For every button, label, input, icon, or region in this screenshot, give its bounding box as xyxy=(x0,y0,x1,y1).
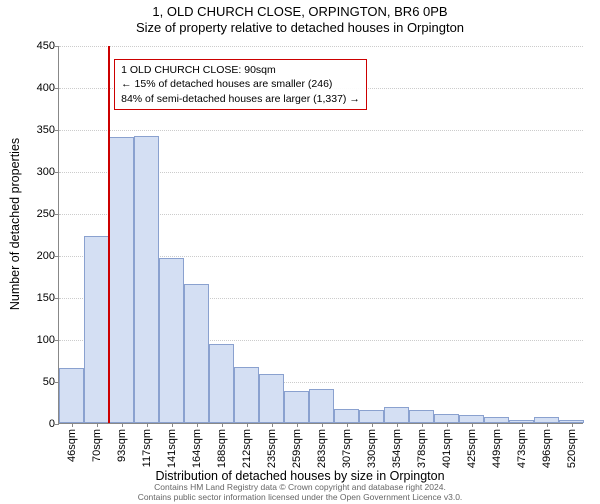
histogram-chart: 05010015020025030035040045046sqm70sqm93s… xyxy=(58,46,583,424)
x-tick-mark xyxy=(147,423,148,427)
histogram-bar xyxy=(134,136,159,423)
x-tick-label: 354sqm xyxy=(391,429,403,468)
page-title: 1, OLD CHURCH CLOSE, ORPINGTON, BR6 0PB xyxy=(0,4,600,19)
y-tick-mark xyxy=(55,340,59,341)
histogram-bar xyxy=(459,415,484,423)
gridline xyxy=(59,46,583,47)
y-tick-mark xyxy=(55,424,59,425)
x-tick-mark xyxy=(572,423,573,427)
x-tick-mark xyxy=(122,423,123,427)
x-tick-label: 117sqm xyxy=(141,429,153,467)
x-tick-mark xyxy=(547,423,548,427)
y-tick-label: 0 xyxy=(49,418,55,430)
x-tick-mark xyxy=(197,423,198,427)
footer-line: Contains HM Land Registry data © Crown c… xyxy=(0,482,600,492)
histogram-bar xyxy=(309,389,334,423)
x-tick-mark xyxy=(97,423,98,427)
annotation-line: ← 15% of detached houses are smaller (24… xyxy=(121,77,360,91)
x-tick-mark xyxy=(347,423,348,427)
histogram-bar xyxy=(259,374,284,423)
attribution-footer: Contains HM Land Registry data © Crown c… xyxy=(0,482,600,504)
x-tick-label: 520sqm xyxy=(566,429,578,468)
x-tick-mark xyxy=(372,423,373,427)
x-tick-mark xyxy=(222,423,223,427)
y-tick-mark xyxy=(55,88,59,89)
histogram-bar xyxy=(209,344,234,423)
histogram-bar xyxy=(409,410,434,423)
x-tick-mark xyxy=(247,423,248,427)
y-tick-label: 350 xyxy=(37,124,55,136)
x-tick-label: 46sqm xyxy=(66,429,78,462)
y-tick-label: 250 xyxy=(37,208,55,220)
y-tick-label: 200 xyxy=(37,250,55,262)
page-subtitle: Size of property relative to detached ho… xyxy=(0,20,600,35)
x-tick-label: 307sqm xyxy=(341,429,353,468)
x-tick-label: 188sqm xyxy=(216,429,228,468)
x-tick-label: 473sqm xyxy=(516,429,528,468)
x-tick-label: 212sqm xyxy=(241,429,253,468)
y-tick-label: 450 xyxy=(37,40,55,52)
histogram-bar xyxy=(384,407,409,423)
histogram-bar xyxy=(234,367,259,423)
histogram-bar xyxy=(284,391,309,423)
histogram-bar xyxy=(59,368,84,423)
x-tick-mark xyxy=(497,423,498,427)
y-tick-label: 400 xyxy=(37,82,55,94)
x-tick-mark xyxy=(322,423,323,427)
histogram-bar xyxy=(359,410,384,423)
x-tick-mark xyxy=(272,423,273,427)
x-tick-label: 496sqm xyxy=(541,429,553,468)
y-tick-mark xyxy=(55,256,59,257)
annotation-line: 84% of semi-detached houses are larger (… xyxy=(121,92,360,106)
x-tick-label: 93sqm xyxy=(116,429,128,462)
y-tick-mark xyxy=(55,214,59,215)
x-tick-label: 164sqm xyxy=(191,429,203,468)
plot-area: 05010015020025030035040045046sqm70sqm93s… xyxy=(58,46,583,424)
y-tick-label: 100 xyxy=(37,334,55,346)
annotation-callout: 1 OLD CHURCH CLOSE: 90sqm← 15% of detach… xyxy=(114,59,367,110)
x-tick-mark xyxy=(397,423,398,427)
x-tick-mark xyxy=(522,423,523,427)
histogram-bar xyxy=(434,414,459,423)
x-tick-mark xyxy=(297,423,298,427)
y-tick-mark xyxy=(55,298,59,299)
histogram-bar xyxy=(84,236,109,423)
annotation-line: 1 OLD CHURCH CLOSE: 90sqm xyxy=(121,63,360,77)
subject-marker-line xyxy=(108,46,110,423)
histogram-bar xyxy=(109,137,134,423)
x-tick-label: 235sqm xyxy=(266,429,278,468)
x-tick-label: 378sqm xyxy=(416,429,428,468)
x-tick-label: 70sqm xyxy=(91,429,103,462)
y-tick-mark xyxy=(55,130,59,131)
histogram-bar xyxy=(184,284,209,423)
x-tick-label: 141sqm xyxy=(166,429,178,468)
x-tick-mark xyxy=(172,423,173,427)
x-tick-label: 401sqm xyxy=(441,429,453,468)
x-tick-mark xyxy=(447,423,448,427)
y-tick-label: 300 xyxy=(37,166,55,178)
y-tick-label: 50 xyxy=(43,376,55,388)
x-tick-mark xyxy=(422,423,423,427)
y-axis-label: Number of detached properties xyxy=(8,138,22,310)
y-tick-mark xyxy=(55,172,59,173)
x-tick-label: 330sqm xyxy=(366,429,378,468)
x-tick-label: 449sqm xyxy=(491,429,503,468)
footer-line: Contains public sector information licen… xyxy=(0,492,600,502)
x-tick-label: 425sqm xyxy=(466,429,478,468)
x-tick-mark xyxy=(472,423,473,427)
x-tick-label: 283sqm xyxy=(316,429,328,468)
histogram-bar xyxy=(334,409,359,423)
histogram-bar xyxy=(159,258,184,423)
x-tick-mark xyxy=(72,423,73,427)
y-tick-label: 150 xyxy=(37,292,55,304)
x-tick-label: 259sqm xyxy=(291,429,303,468)
gridline xyxy=(59,130,583,131)
y-tick-mark xyxy=(55,46,59,47)
